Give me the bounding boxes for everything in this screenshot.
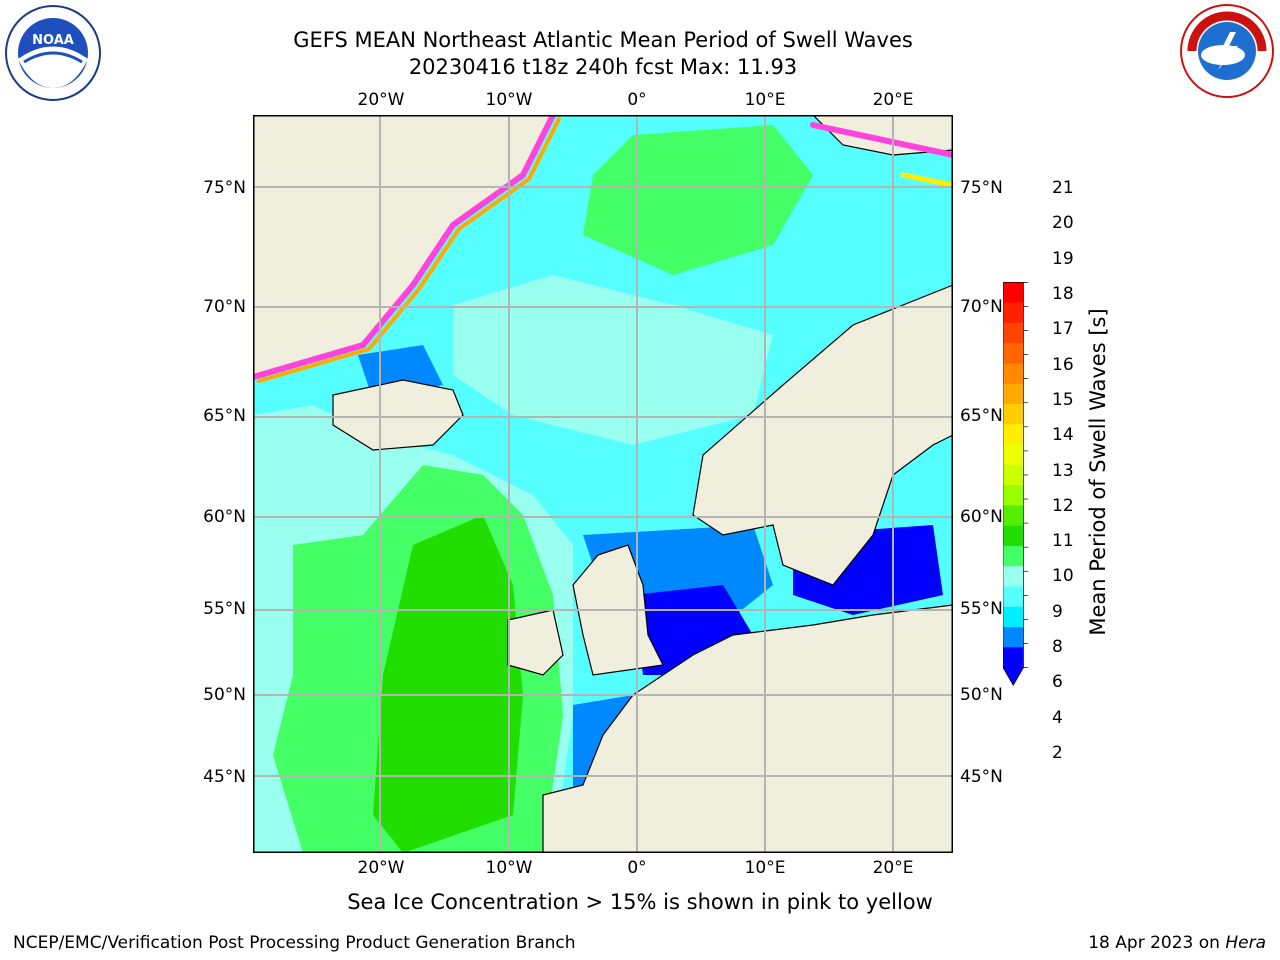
lat-tick-right: 55°N: [960, 599, 1003, 619]
sea-ice-edge: [810, 122, 953, 158]
lon-tick-top: 20°E: [872, 90, 914, 110]
sea-ice-edge: [257, 117, 561, 383]
sea-ice-note: Sea Ice Concentration > 15% is shown in …: [347, 890, 933, 914]
colorbar: [1003, 282, 1029, 686]
colorbar-tick-label: 16: [1052, 354, 1074, 375]
sea-ice-edge: [900, 172, 953, 188]
colorbar-segment: [1003, 586, 1024, 608]
swell-region-10: [583, 125, 813, 275]
lat-tick-right: 65°N: [960, 406, 1003, 426]
lon-tick-bottom: 0°: [627, 858, 647, 878]
colorbar-tick-label: 12: [1052, 495, 1074, 516]
scandinavia: [692, 284, 953, 586]
colorbar-tick-label: 18: [1052, 283, 1074, 304]
colorbar-segment: [1003, 343, 1024, 364]
lat-tick-right: 70°N: [960, 297, 1003, 317]
colorbar-segment: [1003, 545, 1024, 567]
lat-tick-right: 50°N: [960, 685, 1003, 705]
lon-tick-top: 0°: [627, 90, 647, 110]
colorbar-tick-label: 6: [1052, 672, 1063, 693]
lon-tick-bottom: 20°W: [357, 858, 405, 878]
colorbar-tick-label: 11: [1052, 531, 1074, 552]
colorbar-segment: [1003, 606, 1024, 628]
colorbar-segment: [1003, 464, 1024, 486]
colorbar-tick-label: 19: [1052, 248, 1074, 269]
colorbar-segment: [1003, 647, 1024, 668]
colorbar-tick-label: 15: [1052, 389, 1074, 410]
lon-tick-bottom: 10°E: [744, 858, 786, 878]
colorbar-segment: [1003, 444, 1024, 466]
colorbar-tick-label: 9: [1052, 601, 1063, 622]
colorbar-segment: [1003, 505, 1024, 526]
colorbar-tick-label: 21: [1052, 178, 1074, 198]
colorbar-tick-label: 10: [1052, 566, 1074, 587]
graticule: [253, 115, 953, 853]
colorbar-segment: [1003, 525, 1024, 547]
colorbar-segment: [1003, 627, 1024, 648]
nws-logo: [1178, 2, 1276, 104]
footer-credit: NCEP/EMC/Verification Post Processing Pr…: [13, 933, 576, 953]
colorbar-segment: [1003, 383, 1024, 405]
colorbar-frame: [1003, 282, 1024, 668]
lat-tick-left: 65°N: [203, 406, 246, 426]
chart-subtitle: 20230416 t18z 240h fcst Max: 11.93: [408, 55, 798, 79]
colorbar-segment: [1003, 403, 1024, 425]
colorbar-tick-label: 13: [1052, 460, 1074, 481]
lat-tick-left: 45°N: [203, 767, 246, 787]
sea-ice-edge: [253, 115, 556, 380]
lat-tick-left: 50°N: [203, 685, 246, 705]
colorbar-tick-label: 8: [1052, 637, 1063, 658]
lon-tick-top: 20°W: [357, 90, 405, 110]
colorbar-segment: [1003, 566, 1024, 587]
lat-tick-left: 70°N: [203, 297, 246, 317]
colorbar-label: Mean Period of Swell Waves [s]: [1086, 308, 1110, 636]
footer-date: 18 Apr 2023 on Hera: [1088, 933, 1266, 953]
colorbar-tick-label: 2: [1052, 743, 1063, 763]
iceland: [332, 379, 464, 451]
footer-host: Hera: [1225, 933, 1266, 953]
swell-region-11: [373, 515, 523, 853]
colorbar-tick-label: 20: [1052, 213, 1074, 234]
lon-tick-bottom: 10°W: [485, 858, 533, 878]
lon-tick-bottom: 20°E: [872, 858, 914, 878]
lat-tick-right: 45°N: [960, 767, 1003, 787]
colorbar-segment: [1003, 282, 1024, 303]
colorbar-tick-label: 4: [1052, 707, 1063, 728]
colorbar-segment: [1003, 485, 1024, 506]
colorbar-extend: [1003, 667, 1025, 686]
lon-tick-top: 10°E: [744, 90, 786, 110]
noaa-logo: NOAA: [4, 4, 102, 106]
map-frame: [253, 115, 953, 853]
colorbar-segment: [1003, 424, 1024, 445]
footer-date-text: 18 Apr 2023 on: [1088, 933, 1226, 953]
colorbar-tick-label: 14: [1052, 425, 1074, 446]
svg-text:NOAA: NOAA: [32, 33, 74, 48]
chart-title: GEFS MEAN Northeast Atlantic Mean Period…: [293, 28, 913, 52]
colorbar-segment: [1003, 363, 1024, 385]
lon-tick-top: 10°W: [485, 90, 533, 110]
map-panel: [253, 115, 953, 853]
colorbar-segment: [1003, 302, 1024, 324]
colorbar-segment: [1003, 322, 1024, 344]
lat-tick-left: 55°N: [203, 599, 246, 619]
swell-region-2: [633, 585, 753, 675]
colorbar-tick-label: 17: [1052, 319, 1074, 340]
swell-region-9: [453, 275, 773, 445]
lat-tick-left: 60°N: [203, 507, 246, 527]
lat-tick-right: 60°N: [960, 507, 1003, 527]
lat-tick-right: 75°N: [960, 178, 1003, 198]
lat-tick-left: 75°N: [203, 178, 246, 198]
